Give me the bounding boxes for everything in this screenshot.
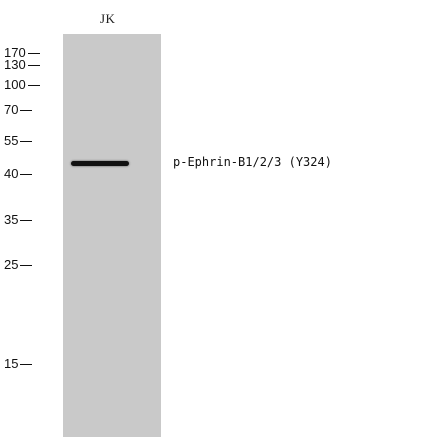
- marker-tick: [27, 84, 40, 86]
- marker-100: 100: [4, 78, 40, 92]
- protein-band: [71, 161, 129, 166]
- marker-tick: [20, 173, 33, 175]
- marker-label: 130: [4, 57, 26, 72]
- blot-lane: [63, 34, 161, 437]
- marker-170: 170: [4, 46, 40, 60]
- marker-25: 25: [4, 257, 33, 272]
- marker-label: 55: [4, 133, 19, 148]
- marker-55: 55: [4, 133, 33, 148]
- marker-tick: [27, 64, 40, 66]
- marker-35: 35: [4, 212, 33, 227]
- marker-label: 15: [4, 356, 19, 371]
- marker-label: 35: [4, 212, 19, 227]
- marker-tick: [20, 219, 33, 221]
- marker-label: 170: [4, 45, 26, 60]
- marker-label: 70: [4, 102, 19, 117]
- marker-tick: [20, 140, 33, 142]
- marker-tick: [20, 363, 33, 365]
- marker-label: 100: [4, 77, 26, 92]
- marker-tick: [20, 109, 33, 111]
- marker-label: 40: [4, 166, 19, 181]
- marker-70: 70: [4, 102, 33, 117]
- marker-tick: [27, 52, 40, 54]
- marker-130: 130: [4, 58, 40, 72]
- band-label: p-Ephrin-B1/2/3 (Y324): [173, 155, 332, 169]
- marker-tick: [20, 264, 33, 266]
- marker-15: 15: [4, 356, 33, 371]
- marker-40: 40: [4, 166, 33, 181]
- lane-label: JK: [100, 11, 116, 26]
- marker-label: 25: [4, 257, 19, 272]
